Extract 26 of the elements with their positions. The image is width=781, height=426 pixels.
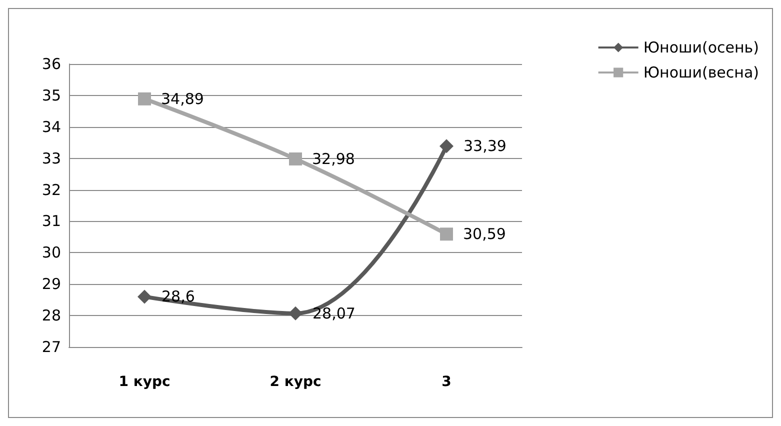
y-tick-label: 27 (42, 338, 61, 356)
point (440, 139, 454, 154)
x-tick-label: 3 (442, 374, 452, 390)
data-label: 34,89 (161, 90, 204, 108)
point (288, 306, 302, 320)
data-label: 28,07 (312, 304, 356, 322)
point (138, 290, 152, 304)
legend-label: Юноши(весна) (643, 64, 759, 82)
y-tick-label: 36 (42, 55, 61, 73)
y-tick-label: 30 (42, 244, 61, 262)
y-tick-label: 32 (42, 180, 61, 199)
x-tick-label: 2 курс (270, 374, 322, 390)
point (440, 228, 453, 241)
data-label: 30,59 (463, 225, 506, 244)
y-tick-label: 29 (42, 275, 61, 294)
legend-label: Юноши(осень) (643, 38, 759, 56)
point (289, 152, 302, 166)
y-tick-label: 34 (42, 118, 61, 136)
y-tick-label: 28 (42, 306, 61, 325)
data-label: 32,98 (312, 150, 355, 168)
y-tick-label: 33 (42, 149, 61, 168)
y-tick-label: 31 (42, 212, 61, 230)
point (138, 92, 151, 106)
data-label: 33,39 (464, 137, 506, 156)
x-tick-label: 1 курс (118, 374, 170, 390)
y-tick-label: 35 (42, 86, 61, 104)
